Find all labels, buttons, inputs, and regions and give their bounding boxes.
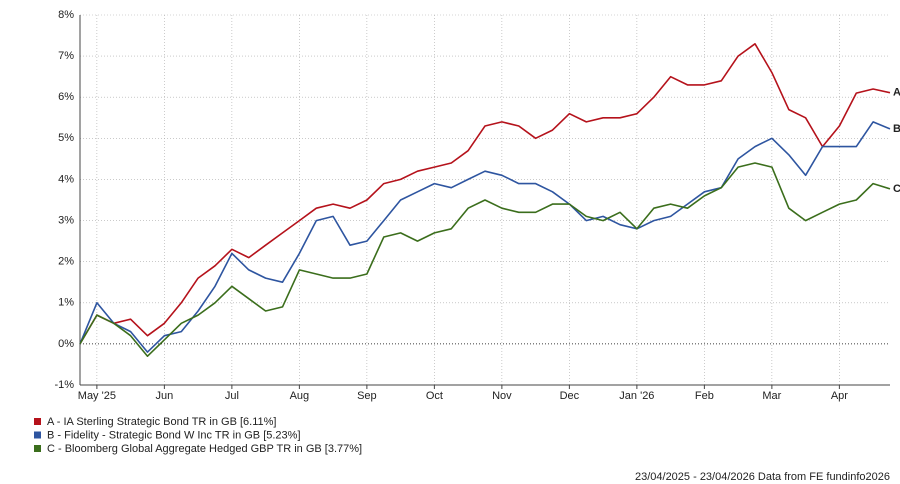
y-tick-label: 4%: [58, 173, 74, 185]
end-label: C: [893, 183, 900, 195]
legend-label: C - Bloomberg Global Aggregate Hedged GB…: [47, 443, 362, 455]
y-tick-label: 1%: [58, 297, 74, 309]
y-tick-label: 2%: [58, 256, 74, 268]
legend-swatch: [34, 445, 41, 452]
x-tick-label: Dec: [560, 390, 580, 402]
x-tick-label: May '25: [78, 390, 116, 402]
y-tick-label: 3%: [58, 214, 74, 226]
end-label: A: [893, 87, 900, 99]
y-tick-label: 5%: [58, 132, 74, 144]
x-tick-label: Feb: [695, 390, 714, 402]
y-tick-label: 7%: [58, 50, 74, 62]
y-tick-label: -1%: [54, 379, 74, 391]
x-tick-label: Mar: [762, 390, 781, 402]
series-line: [79, 121, 891, 353]
x-tick-label: Jan '26: [619, 390, 654, 402]
y-tick-label: 8%: [58, 9, 74, 21]
y-tick-label: 0%: [58, 338, 74, 350]
footer: 23/04/2025 - 23/04/2026 Data from FE fun…: [635, 471, 890, 483]
x-tick-label: Sep: [357, 390, 377, 402]
x-tick-label: Oct: [426, 390, 443, 402]
legend-label: A - IA Sterling Strategic Bond TR in GB …: [47, 416, 277, 428]
legend-label: B - Fidelity - Strategic Bond W Inc TR i…: [47, 429, 301, 441]
x-tick-label: Aug: [290, 390, 310, 402]
y-tick-label: 6%: [58, 91, 74, 103]
series-line: [79, 162, 891, 357]
x-tick-label: Jun: [156, 390, 174, 402]
x-tick-label: Apr: [831, 390, 848, 402]
legend-swatch: [34, 418, 41, 425]
x-tick-label: Jul: [225, 390, 239, 402]
end-label: B: [893, 123, 900, 135]
x-tick-label: Nov: [492, 390, 512, 402]
series-line: [79, 43, 891, 345]
legend-swatch: [34, 431, 41, 439]
